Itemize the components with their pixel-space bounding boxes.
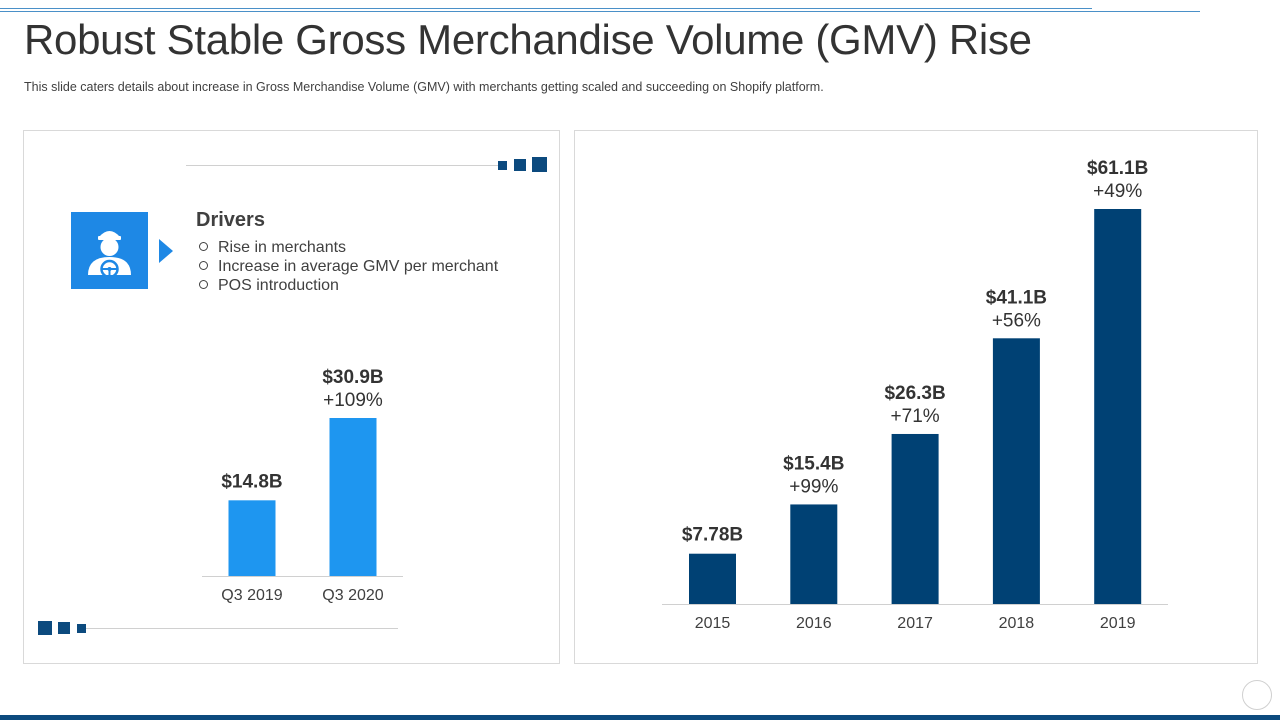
driver-item: POS introduction	[196, 276, 498, 295]
yearly-value-label: $15.4B	[783, 453, 844, 474]
quarterly-bar-q3-2020	[329, 418, 377, 576]
yearly-bar-2016	[790, 504, 838, 604]
yearly-bar-2019	[1094, 209, 1142, 604]
yearly-bar-2015	[689, 553, 736, 604]
decorative-square-large	[38, 621, 52, 635]
corner-circle-decoration	[1242, 680, 1272, 710]
yearly-value-label: $41.1B	[986, 287, 1047, 308]
decorative-square-small	[498, 161, 507, 170]
decorative-line-bottom	[86, 628, 398, 629]
yearly-bar-2018	[992, 338, 1040, 604]
driver-item: Rise in merchants	[196, 238, 498, 257]
yearly-tick-label: 2017	[897, 615, 933, 632]
page-title: Robust Stable Gross Merchandise Volume (…	[24, 16, 1032, 63]
quarterly-value-label: $14.8B	[221, 471, 282, 492]
yearly-growth-label: +49%	[1093, 181, 1142, 202]
driver-steering-wheel-icon	[88, 231, 131, 279]
yearly-growth-label: +99%	[789, 476, 838, 497]
yearly-growth-label: +56%	[992, 310, 1041, 331]
yearly-tick-label: 2018	[999, 615, 1035, 632]
page-subtitle: This slide caters details about increase…	[24, 80, 824, 94]
decorative-square-small	[77, 624, 86, 633]
yearly-value-label: $7.78B	[682, 525, 743, 546]
yearly-value-label: $61.1B	[1087, 158, 1148, 179]
yearly-growth-label: +71%	[891, 406, 940, 427]
drivers-title: Drivers	[196, 209, 265, 231]
driver-item-label: Rise in merchants	[218, 239, 347, 256]
driver-item-label: POS introduction	[218, 277, 339, 294]
quarterly-bar-q3-2019	[228, 500, 276, 576]
drivers-panel: Drivers Rise in merchants Increase in av…	[23, 130, 560, 664]
bullet-circle-icon	[199, 280, 208, 290]
yearly-tick-label: 2016	[796, 615, 832, 632]
driver-icon-box	[71, 212, 148, 289]
decorative-square-medium	[514, 159, 526, 171]
driver-item-label: Increase in average GMV per merchant	[218, 258, 499, 275]
quarterly-value-label: $30.9B	[322, 367, 383, 388]
quarterly-growth-label: +109%	[323, 390, 383, 411]
decorative-square-medium	[58, 622, 70, 634]
yearly-value-label: $26.3B	[884, 383, 945, 404]
decorative-line-top	[186, 165, 498, 166]
bullet-circle-icon	[199, 261, 208, 271]
header-rule-bottom	[0, 11, 1200, 12]
yearly-tick-label: 2015	[695, 615, 731, 632]
yearly-bar-2017	[891, 433, 939, 604]
quarterly-tick-label: Q3 2020	[322, 587, 383, 604]
yearly-tick-label: 2019	[1100, 615, 1136, 632]
driver-item: Increase in average GMV per merchant	[196, 257, 498, 276]
footer-bar	[0, 715, 1280, 720]
quarterly-tick-label: Q3 2019	[221, 587, 282, 604]
bullet-circle-icon	[199, 242, 208, 252]
drivers-list: Rise in merchants Increase in average GM…	[196, 238, 498, 295]
decorative-square-large	[532, 157, 547, 172]
header-rule-top	[0, 8, 1092, 9]
chevron-right-icon	[159, 239, 173, 263]
